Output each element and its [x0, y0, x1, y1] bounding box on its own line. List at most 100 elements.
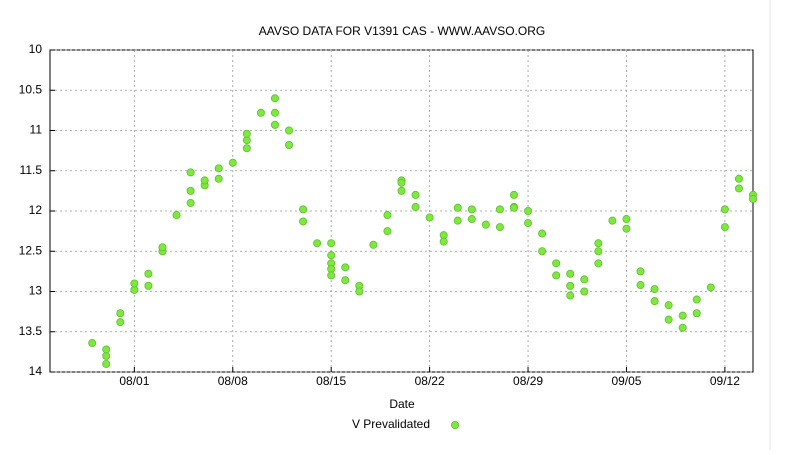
data-point: [327, 239, 336, 248]
data-point: [102, 359, 111, 368]
legend-marker: [450, 420, 459, 429]
data-point: [200, 176, 209, 185]
data-point: [299, 217, 308, 226]
data-point: [256, 108, 265, 117]
data-point: [383, 227, 392, 236]
data-point: [327, 271, 336, 280]
data-point: [102, 345, 111, 354]
data-point: [678, 311, 687, 320]
data-point: [580, 287, 589, 296]
x-tick-label: 08/29: [513, 374, 543, 388]
data-point: [214, 174, 223, 183]
data-point: [495, 205, 504, 214]
data-point: [270, 120, 279, 129]
data-point: [439, 237, 448, 246]
data-point: [270, 108, 279, 117]
legend-label: V Prevalidated: [352, 417, 430, 431]
data-point: [720, 223, 729, 232]
data-point: [650, 285, 659, 294]
data-point: [734, 184, 743, 193]
data-point: [453, 216, 462, 225]
y-tick-label: 13.5: [19, 324, 43, 338]
data-point: [355, 287, 364, 296]
data-point: [144, 281, 153, 290]
data-point: [524, 219, 533, 228]
data-point: [650, 297, 659, 306]
x-tick-label: 09/05: [611, 374, 641, 388]
y-tick-label: 14: [29, 364, 43, 378]
data-point: [664, 315, 673, 324]
data-point: [397, 186, 406, 195]
data-point: [285, 126, 294, 135]
data-point: [678, 323, 687, 332]
data-point: [341, 263, 350, 272]
data-point: [214, 164, 223, 173]
data-point: [580, 275, 589, 284]
data-point: [538, 247, 547, 256]
data-point: [130, 279, 139, 288]
data-point: [242, 129, 251, 138]
data-point: [369, 240, 378, 249]
data-point: [594, 247, 603, 256]
data-point: [509, 203, 518, 212]
data-point: [88, 339, 97, 348]
data-point: [636, 281, 645, 290]
x-tick-label: 08/08: [218, 374, 248, 388]
x-tick-label: 08/01: [119, 374, 149, 388]
data-point: [552, 259, 561, 268]
data-point: [594, 259, 603, 268]
y-tick-label: 12.5: [19, 243, 43, 257]
y-tick-label: 12: [29, 203, 43, 217]
data-point: [538, 229, 547, 238]
data-point: [397, 178, 406, 187]
data-point: [706, 283, 715, 292]
data-point: [285, 140, 294, 149]
data-point: [720, 205, 729, 214]
chart-title: AAVSO DATA FOR V1391 CAS - WWW.AAVSO.ORG: [259, 24, 546, 38]
y-tick-label: 10.5: [19, 82, 43, 96]
data-point: [172, 211, 181, 220]
data-point: [566, 291, 575, 300]
x-tick-label: 09/12: [710, 374, 740, 388]
data-point: [734, 174, 743, 183]
data-point: [467, 205, 476, 214]
data-point: [664, 301, 673, 310]
data-point: [636, 267, 645, 276]
data-point: [242, 144, 251, 153]
data-point: [622, 215, 631, 224]
y-tick-label: 10: [29, 42, 43, 56]
data-point: [425, 213, 434, 222]
chart-background: [0, 0, 770, 450]
data-point: [186, 198, 195, 207]
x-axis-label: Date: [389, 397, 415, 411]
data-point: [299, 205, 308, 214]
data-point: [495, 223, 504, 232]
data-point: [453, 203, 462, 212]
data-point: [383, 211, 392, 220]
y-tick-label: 11.5: [20, 163, 43, 177]
y-tick-label: 11: [30, 123, 43, 137]
data-point: [186, 168, 195, 177]
data-point: [313, 239, 322, 248]
data-point: [144, 269, 153, 278]
data-point: [158, 243, 167, 252]
data-point: [116, 318, 125, 327]
data-point: [228, 158, 237, 167]
data-point: [566, 281, 575, 290]
x-tick-label: 08/15: [316, 374, 346, 388]
data-point: [341, 276, 350, 285]
data-point: [116, 309, 125, 318]
data-point: [692, 295, 701, 304]
data-point: [327, 251, 336, 260]
data-point: [481, 220, 490, 229]
data-point: [566, 269, 575, 278]
data-point: [524, 206, 533, 215]
data-point: [749, 194, 758, 203]
data-point: [594, 239, 603, 248]
data-point: [692, 309, 701, 318]
data-point: [552, 271, 561, 280]
data-point: [608, 216, 617, 225]
x-tick-label: 08/22: [415, 374, 445, 388]
data-point: [411, 202, 420, 211]
